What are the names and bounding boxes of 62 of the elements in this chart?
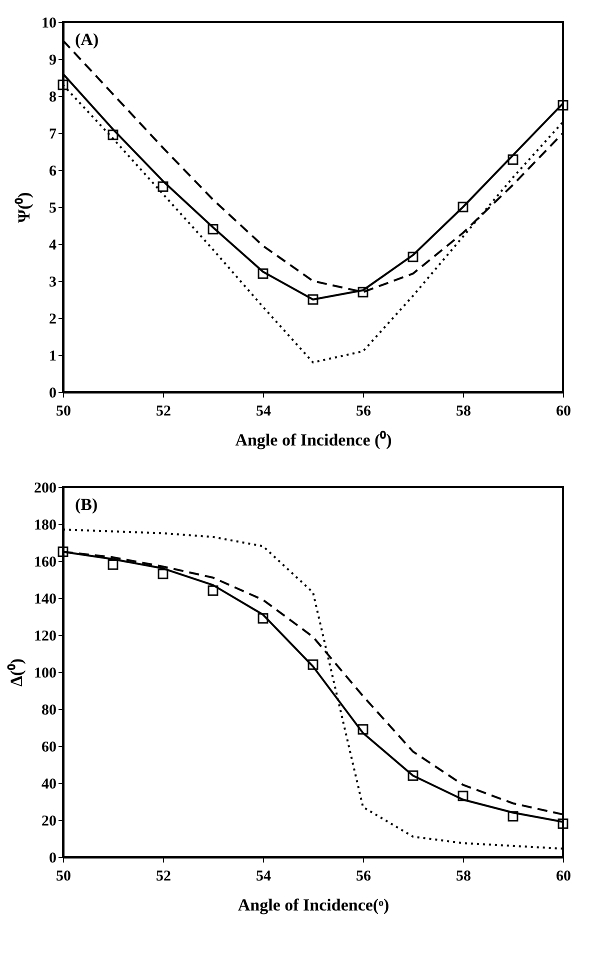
- point: [58, 546, 68, 557]
- x-tick-label: 54: [256, 404, 272, 420]
- point: [508, 811, 518, 822]
- point: [308, 659, 318, 670]
- x-tick-label: 56: [356, 404, 372, 420]
- y-axis-title: Δ(⁰): [7, 658, 26, 686]
- x-tick-label: 58: [456, 868, 471, 884]
- y-tick-label: 120: [34, 628, 56, 644]
- point: [258, 613, 268, 624]
- x-tick-label: 54: [256, 868, 272, 884]
- point: [308, 294, 318, 305]
- point: [258, 268, 268, 279]
- y-tick-label: 1: [49, 348, 56, 364]
- x-tick-label: 52: [156, 404, 171, 420]
- x-tick-label: 52: [156, 868, 171, 884]
- point: [408, 770, 418, 781]
- y-tick-label: 0: [49, 850, 56, 866]
- y-tick-label: 20: [42, 814, 56, 830]
- x-tick-label: 58: [456, 404, 471, 420]
- point: [458, 790, 468, 802]
- y-tick-label: 0: [49, 386, 56, 402]
- x-tick-label: 50: [56, 868, 71, 884]
- y-tick-label: 100: [34, 666, 56, 682]
- point: [108, 559, 118, 570]
- y-tick-label: 5: [49, 200, 56, 216]
- point: [558, 100, 568, 110]
- y-tick-label: 40: [42, 776, 56, 792]
- point: [408, 252, 418, 262]
- y-tick-label: 160: [34, 554, 56, 570]
- y-tick-label: 9: [49, 52, 56, 68]
- y-tick-label: 140: [34, 592, 56, 608]
- annotation: (B): [75, 495, 98, 514]
- point: [108, 130, 118, 140]
- annotation: (A): [75, 30, 99, 49]
- y-tick-label: 10: [42, 16, 56, 32]
- point: [158, 568, 168, 580]
- y-tick-label: 7: [49, 126, 57, 142]
- point: [358, 724, 368, 735]
- x-axis-title: Angle of Incidence(ᵒ): [238, 896, 390, 914]
- x-tick-label: 50: [56, 404, 71, 420]
- point: [58, 80, 68, 90]
- y-tick-label: 4: [49, 238, 57, 254]
- point: [358, 286, 368, 298]
- y-tick-label: 60: [42, 740, 56, 756]
- y-axis-title: Ψ(⁰): [14, 192, 34, 223]
- y-tick-label: 6: [49, 164, 57, 180]
- x-axis-title: Angle of Incidence (⁰): [235, 430, 392, 450]
- x-tick-label: 60: [556, 868, 571, 884]
- point: [208, 224, 218, 234]
- point: [158, 181, 168, 192]
- x-tick-label: 56: [356, 868, 372, 884]
- y-tick-label: 2: [49, 312, 56, 328]
- y-tick-label: 8: [49, 90, 56, 106]
- y-tick-label: 180: [34, 518, 56, 534]
- point: [208, 585, 218, 596]
- x-tick-label: 60: [556, 404, 571, 420]
- point: [558, 818, 568, 829]
- y-tick-label: 200: [34, 480, 56, 496]
- point: [508, 154, 518, 165]
- y-tick-label: 80: [42, 702, 56, 718]
- point: [458, 202, 468, 212]
- y-tick-label: 3: [49, 274, 56, 290]
